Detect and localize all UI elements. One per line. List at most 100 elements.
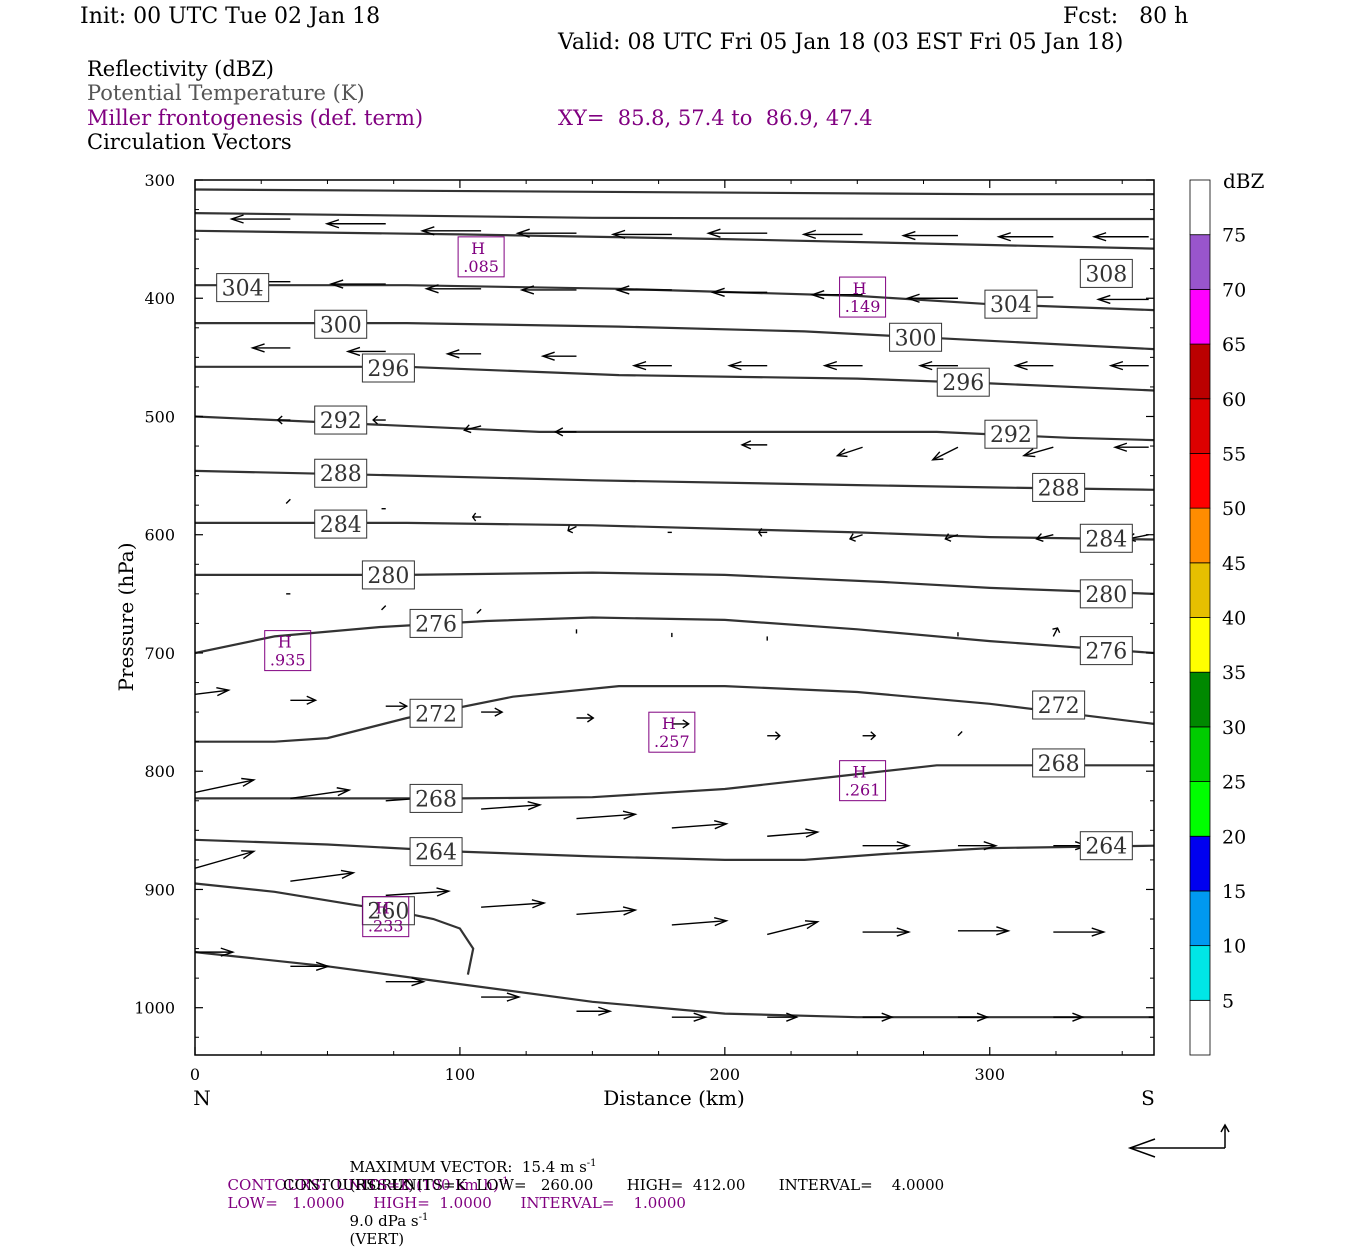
- svg-text:300: 300: [895, 326, 937, 351]
- circulation-vector: [809, 290, 863, 300]
- circulation-vector: [385, 701, 409, 711]
- cross-section-chart: 304 300 296 292 288 284 280 276 272 268 264 260 308 3…: [114, 169, 1265, 1110]
- frontogenesis-max: H.233: [362, 896, 410, 938]
- svg-text:292: 292: [990, 423, 1032, 448]
- circulation-vector: [381, 605, 387, 611]
- colorbar-band: [1189, 617, 1211, 673]
- colorbar-title: dBZ: [1223, 169, 1265, 193]
- colorbar-band: [1189, 562, 1211, 618]
- svg-text:272: 272: [1038, 694, 1080, 719]
- circulation-vector: [706, 228, 768, 238]
- colorbar-band: [1189, 945, 1211, 1001]
- circulation-vector: [519, 285, 577, 295]
- circulation-vector: [481, 707, 504, 717]
- x-tick-label: 100: [445, 1065, 476, 1084]
- theta-label-276: 276: [1079, 636, 1133, 666]
- circulation-vector: [801, 229, 863, 240]
- svg-text:H: H: [278, 633, 292, 652]
- max-vector-vert-exp: -1: [418, 1212, 429, 1223]
- theta-label-284: 284: [1079, 523, 1133, 553]
- circulation-vector: [757, 527, 768, 537]
- circulation-vector: [931, 446, 959, 461]
- theta-label-272: 272: [1032, 690, 1086, 720]
- svg-text:H: H: [662, 714, 676, 733]
- svg-text:260: 260: [367, 900, 409, 925]
- circulation-vector: [822, 360, 863, 371]
- circulation-vector: [195, 947, 236, 957]
- circulation-vector: [905, 293, 958, 303]
- colorbar-band: [1189, 835, 1211, 892]
- circulation-vector: [767, 1012, 799, 1022]
- svg-text:268: 268: [415, 787, 457, 812]
- circulation-vector: [420, 226, 482, 236]
- plot-frame: [194, 179, 1155, 1056]
- circulation-vector: [710, 287, 768, 297]
- svg-text:296: 296: [367, 357, 409, 382]
- contours-frontogenesis-range: LOW= 1.0000 HIGH= 1.0000 INTERVAL= 1.000…: [227, 1194, 686, 1212]
- circulation-vector: [1053, 927, 1106, 937]
- colorbar-band: [1189, 671, 1211, 728]
- contours-theta-note: CONTOURS: UNITS=K LOW= 260.00 HIGH= 412.…: [283, 1176, 945, 1194]
- field-theta: Potential Temperature (K): [87, 81, 365, 105]
- frontogenesis-max: H.085: [457, 236, 505, 278]
- theta-label-268: 268: [1032, 748, 1086, 778]
- theta-label-292: 292: [984, 419, 1038, 449]
- y-tick-label: 400: [144, 289, 175, 308]
- circulation-vector: [385, 977, 426, 987]
- circulation-vector: [862, 731, 877, 741]
- theta-contour-288: [195, 469, 1154, 491]
- y-tick-label: 500: [144, 407, 175, 426]
- circulation-vector: [901, 230, 958, 241]
- theta-contour-260: [195, 951, 1154, 1019]
- colorbar-band: [1189, 398, 1211, 454]
- svg-text:H: H: [471, 239, 485, 258]
- circulation-vector: [631, 360, 672, 371]
- field-vectors: Circulation Vectors: [87, 130, 292, 154]
- circulation-vector: [345, 346, 386, 357]
- colorbar-level-label: 15: [1222, 881, 1246, 903]
- colorbar-band: [1189, 890, 1211, 947]
- svg-text:280: 280: [367, 564, 409, 589]
- svg-text:268: 268: [1038, 752, 1080, 777]
- x-axis-left-label: N: [193, 1086, 211, 1110]
- colorbar-level-label: 40: [1222, 608, 1246, 630]
- theta-label-304: 304: [216, 273, 270, 303]
- svg-text:308: 308: [1085, 262, 1127, 287]
- colorbar-level-label: 30: [1222, 717, 1246, 739]
- y-tick-label: 800: [144, 762, 175, 781]
- circulation-vector: [1052, 627, 1061, 637]
- circulation-vector: [567, 525, 577, 534]
- circulation-vector: [957, 841, 998, 851]
- theta-contour-284: [195, 521, 1154, 541]
- reference-vector-icon: [1127, 1123, 1230, 1158]
- max-vector-horiz-exp: -1: [586, 1158, 597, 1169]
- theta-contour-312: [195, 212, 1154, 221]
- svg-text:288: 288: [320, 462, 362, 487]
- theta-label-300: 300: [314, 309, 368, 339]
- svg-text:H: H: [853, 763, 867, 782]
- field-reflectivity: Reflectivity (dBZ): [87, 57, 275, 81]
- svg-text:284: 284: [1085, 527, 1127, 552]
- circulation-vector: [1148, 1016, 1154, 1018]
- theta-label-272: 272: [409, 698, 463, 728]
- svg-text:288: 288: [1038, 476, 1080, 501]
- theta-contour-272: [195, 685, 1154, 743]
- theta-label-268: 268: [409, 783, 463, 813]
- theta-label-264: 264: [409, 837, 463, 867]
- valid-time: Valid: 08 UTC Fri 05 Jan 18 (03 EST Fri …: [558, 30, 1124, 55]
- y-tick-label: 300: [144, 171, 175, 190]
- colorbar-band: [1189, 453, 1211, 509]
- y-tick-label: 900: [144, 880, 175, 899]
- circulation-vector: [250, 343, 291, 353]
- circulation-vector: [610, 229, 672, 240]
- colorbar-level-label: 60: [1222, 389, 1246, 411]
- colorbar-level-label: 35: [1222, 662, 1246, 684]
- circulation-vector: [372, 415, 386, 425]
- circulation-vector: [957, 926, 1011, 936]
- svg-text:264: 264: [415, 841, 457, 866]
- circulation-vector: [1091, 232, 1149, 242]
- circulation-vector: [229, 214, 291, 224]
- theta-label-288: 288: [1032, 472, 1086, 502]
- frontogenesis-max: H.261: [839, 760, 887, 802]
- circulation-vector: [944, 533, 959, 542]
